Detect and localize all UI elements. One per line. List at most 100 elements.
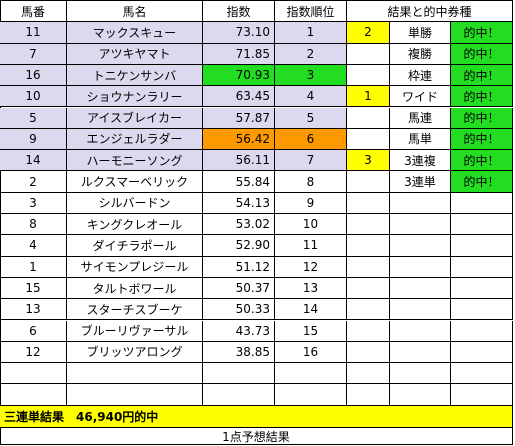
hit-cell	[451, 320, 513, 342]
hit-cell: 的中！	[451, 64, 513, 87]
finish-place-cell: 3	[347, 150, 390, 172]
ticket-type-cell	[390, 341, 451, 364]
index-cell: 38.85	[203, 341, 275, 364]
index-rank-cell: 2	[275, 43, 347, 65]
header-horse-name: 馬名	[67, 1, 203, 23]
hit-cell	[451, 214, 513, 236]
ticket-type-cell	[390, 384, 451, 406]
hit-cell	[451, 235, 513, 257]
horse-name-cell	[67, 363, 203, 385]
horse-name-cell: ブリッツアロング	[67, 341, 203, 364]
ticket-type-cell: 複勝	[390, 43, 451, 65]
finish-place-cell: 2	[347, 22, 390, 44]
index-rank-cell: 12	[275, 256, 347, 278]
ticket-type-cell: 馬単	[390, 128, 451, 151]
index-cell: 53.02	[203, 214, 275, 236]
finish-place-cell	[347, 192, 390, 214]
horse-no-cell: 13	[0, 299, 67, 321]
index-cell: 52.90	[203, 235, 275, 257]
finish-place-cell	[347, 64, 390, 87]
horse-no-cell: 12	[0, 341, 67, 364]
ticket-type-cell: ワイド	[390, 86, 451, 108]
hit-cell	[451, 256, 513, 278]
index-cell	[203, 363, 275, 385]
ticket-type-cell: 単勝	[390, 22, 451, 44]
index-rank-cell: 9	[275, 192, 347, 214]
index-cell: 56.11	[203, 150, 275, 172]
index-cell: 71.85	[203, 43, 275, 65]
ticket-type-cell	[390, 192, 451, 214]
ticket-type-cell	[390, 277, 451, 300]
index-cell: 50.33	[203, 299, 275, 321]
horse-name-cell: アイスブレイカー	[67, 107, 203, 129]
finish-place-cell: 1	[347, 86, 390, 108]
horse-name-cell: アツキヤマト	[67, 43, 203, 65]
ticket-type-cell	[390, 363, 451, 385]
horse-no-cell: 2	[0, 171, 67, 193]
finish-place-cell	[347, 107, 390, 129]
index-rank-cell: 3	[275, 64, 347, 87]
index-cell: 56.42	[203, 128, 275, 151]
ticket-type-cell: 3連複	[390, 150, 451, 172]
horse-no-cell: 1	[0, 256, 67, 278]
hit-cell: 的中！	[451, 171, 513, 193]
index-cell: 43.73	[203, 320, 275, 342]
index-cell: 55.84	[203, 171, 275, 193]
hit-cell	[451, 384, 513, 406]
horse-no-cell: 5	[0, 107, 67, 129]
horse-no-cell: 7	[0, 43, 67, 65]
index-cell: 54.13	[203, 192, 275, 214]
hit-cell	[451, 341, 513, 364]
hit-cell	[451, 299, 513, 321]
finish-place-cell	[347, 384, 390, 406]
finish-place-cell	[347, 277, 390, 300]
ticket-type-cell	[390, 214, 451, 236]
index-cell	[203, 384, 275, 406]
one-point-caption: 1点予想結果	[0, 428, 513, 445]
hit-cell: 的中！	[451, 22, 513, 44]
index-rank-cell: 15	[275, 320, 347, 342]
horse-no-cell: 11	[0, 22, 67, 44]
finish-place-cell	[347, 341, 390, 364]
index-cell: 57.87	[203, 107, 275, 129]
hit-cell	[451, 192, 513, 214]
horse-name-cell: トニケンサンバ	[67, 64, 203, 87]
horse-no-cell: 4	[0, 235, 67, 257]
hit-cell: 的中！	[451, 43, 513, 65]
ticket-type-cell	[390, 235, 451, 257]
horse-name-cell: ショウナンラリー	[67, 86, 203, 108]
finish-place-cell	[347, 299, 390, 321]
finish-place-cell	[347, 363, 390, 385]
horse-name-cell: ブルーリヴァーサル	[67, 320, 203, 342]
header-horse-no: 馬番	[0, 1, 67, 23]
finish-place-cell	[347, 214, 390, 236]
horse-no-cell: 14	[0, 150, 67, 172]
horse-name-cell: サイモンプレジール	[67, 256, 203, 278]
ticket-type-cell	[390, 320, 451, 342]
header-results: 結果と的中券種	[347, 1, 513, 23]
hit-cell	[451, 277, 513, 300]
horse-name-cell: ダイチラポール	[67, 235, 203, 257]
hit-cell	[451, 363, 513, 385]
index-cell: 73.10	[203, 22, 275, 44]
finish-place-cell	[347, 171, 390, 193]
index-cell: 50.37	[203, 277, 275, 300]
hit-cell: 的中！	[451, 150, 513, 172]
horse-name-cell	[67, 384, 203, 406]
finish-place-cell	[347, 320, 390, 342]
hit-cell: 的中！	[451, 107, 513, 129]
index-rank-cell	[275, 363, 347, 385]
index-rank-cell: 4	[275, 86, 347, 108]
horse-name-cell: マックスキュー	[67, 22, 203, 44]
horse-name-cell: キングクレオール	[67, 214, 203, 236]
header-index-rank: 指数順位	[275, 1, 347, 23]
horse-no-cell: 3	[0, 192, 67, 214]
horse-name-cell: シルバードン	[67, 192, 203, 214]
horse-name-cell: エンジェルラダー	[67, 128, 203, 151]
horse-no-cell	[0, 363, 67, 385]
horse-no-cell: 16	[0, 64, 67, 87]
hit-cell: 的中！	[451, 128, 513, 151]
finish-place-cell	[347, 235, 390, 257]
index-rank-cell: 8	[275, 171, 347, 193]
